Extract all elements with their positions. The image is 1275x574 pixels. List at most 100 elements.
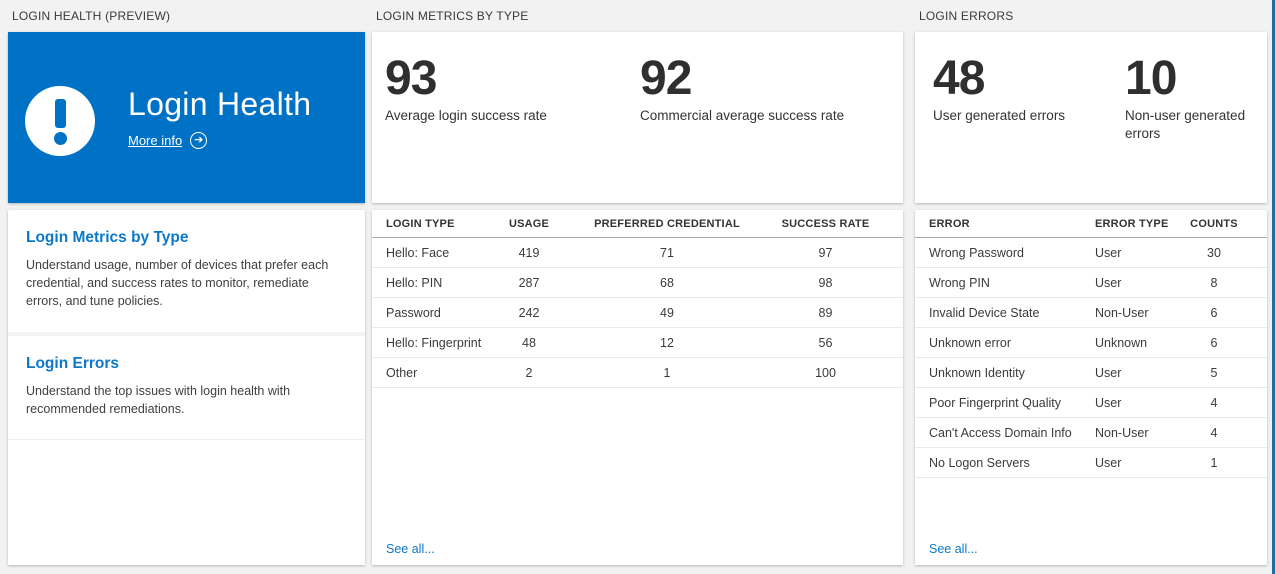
cell-success-rate: 56 — [818, 335, 833, 350]
see-all-link-metrics[interactable]: See all... — [386, 542, 435, 556]
stat-label: Commercial average success rate — [640, 108, 845, 123]
cell-login-type: Hello: Fingerprint — [386, 335, 482, 350]
cell-error: Wrong PIN — [929, 275, 990, 290]
cell-preferred-credential: 71 — [660, 245, 674, 260]
cell-counts: 5 — [1210, 365, 1218, 380]
cell-counts: 6 — [1210, 305, 1218, 320]
cell-usage: 287 — [518, 275, 540, 290]
panel-header-login-metrics: LOGIN METRICS BY TYPE — [376, 9, 529, 23]
nav-item-description: Understand the top issues with login hea… — [26, 384, 291, 416]
cell-success-rate: 98 — [818, 275, 833, 290]
hero-title: Login Health — [128, 86, 312, 122]
stat-value: 48 — [933, 52, 985, 105]
table-row: Password 242 49 89 — [372, 298, 903, 328]
stat-label: Average login success rate — [385, 108, 547, 123]
nav-item-title[interactable]: Login Metrics by Type — [26, 229, 189, 246]
table-row: Unknown Identity User 5 — [915, 358, 1267, 388]
cell-counts: 6 — [1210, 335, 1218, 350]
table-row: Hello: Fingerprint 48 12 56 — [372, 328, 903, 358]
cell-usage: 419 — [518, 245, 540, 260]
stat-value: 10 — [1125, 52, 1177, 105]
window-edge-stripe — [1272, 0, 1275, 574]
cell-login-type: Hello: PIN — [386, 275, 443, 290]
see-all-link-errors[interactable]: See all... — [929, 542, 978, 556]
cell-success-rate: 97 — [818, 245, 833, 260]
cell-error: Unknown error — [929, 335, 1011, 350]
exclamation-dot — [53, 132, 67, 145]
cell-error: Can't Access Domain Info — [929, 425, 1072, 440]
table-row: Hello: PIN 287 68 98 — [372, 268, 903, 298]
cell-success-rate: 100 — [815, 365, 836, 380]
login-errors-table-tile: ERROR ERROR TYPE COUNTS Wrong Password U… — [915, 210, 1267, 565]
panel-header-login-errors: LOGIN ERRORS — [919, 9, 1014, 23]
table-row: Wrong PIN User 8 — [915, 268, 1267, 298]
stat-non-user-generated-errors: 10 Non-user generated errors — [1125, 52, 1247, 142]
stat-value: 92 — [640, 52, 692, 105]
cell-counts: 1 — [1210, 455, 1218, 470]
column-header-error-type: ERROR TYPE — [1095, 217, 1169, 230]
cell-counts: 4 — [1210, 395, 1218, 410]
nav-item-title[interactable]: Login Errors — [26, 355, 120, 372]
cell-error-type: Non-User — [1095, 425, 1149, 440]
more-info-link[interactable]: More info — [128, 133, 183, 148]
arrow-right-circle-icon[interactable]: ➔ — [190, 132, 208, 149]
cell-usage: 48 — [522, 335, 536, 350]
cell-error: Invalid Device State — [929, 305, 1040, 320]
nav-item-login-errors[interactable]: Login Errors Understand the top issues w… — [8, 336, 365, 440]
cell-error: Wrong Password — [929, 245, 1024, 260]
stat-label: User generated errors — [933, 108, 1066, 123]
login-health-hero-tile[interactable]: Login Health More info ➔ — [8, 32, 365, 203]
cell-error-type: User — [1095, 245, 1122, 260]
stat-commercial-success-rate: 92 Commercial average success rate — [640, 52, 845, 125]
cell-counts: 8 — [1210, 275, 1218, 290]
table-row: Unknown error Unknown 6 — [915, 328, 1267, 358]
stat-user-generated-errors: 48 User generated errors — [933, 52, 1103, 125]
cell-error-type: User — [1095, 275, 1122, 290]
hero-body: Login Health More info ➔ — [128, 85, 311, 149]
column-header-counts: COUNTS — [1190, 217, 1238, 230]
stat-label: Non-user generated errors — [1125, 108, 1246, 141]
table-row: Poor Fingerprint Quality User 4 — [915, 388, 1267, 418]
column-header-preferred-credential: PREFERRED CREDENTIAL — [594, 217, 740, 230]
table-header-row: LOGIN TYPE USAGE PREFERRED CREDENTIAL SU… — [372, 210, 903, 238]
cell-login-type: Hello: Face — [386, 245, 450, 260]
table-row: Hello: Face 419 71 97 — [372, 238, 903, 268]
table-row: Other 2 1 100 — [372, 358, 903, 388]
cell-counts: 30 — [1207, 245, 1221, 260]
cell-counts: 4 — [1210, 425, 1218, 440]
cell-preferred-credential: 68 — [660, 275, 674, 290]
login-errors-table: ERROR ERROR TYPE COUNTS Wrong Password U… — [915, 210, 1267, 478]
cell-success-rate: 89 — [818, 305, 833, 320]
login-metrics-table: LOGIN TYPE USAGE PREFERRED CREDENTIAL SU… — [372, 210, 903, 388]
table-row: Can't Access Domain Info Non-User 4 — [915, 418, 1267, 448]
cell-login-type: Other — [386, 365, 418, 380]
alert-exclamation-icon — [25, 86, 95, 156]
stat-value: 93 — [385, 52, 437, 105]
cell-preferred-credential: 1 — [663, 365, 671, 380]
cell-error-type: Non-User — [1095, 305, 1149, 320]
cell-error: Unknown Identity — [929, 365, 1025, 380]
column-header-login-type: LOGIN TYPE — [386, 217, 455, 230]
panel-header-login-health: LOGIN HEALTH (PREVIEW) — [12, 9, 171, 23]
column-header-usage: USAGE — [508, 217, 550, 230]
column-header-success-rate: SUCCESS RATE — [781, 217, 870, 230]
login-errors-summary-tile: 48 User generated errors 10 Non-user gen… — [915, 32, 1267, 203]
cell-preferred-credential: 12 — [660, 335, 674, 350]
table-header-row: ERROR ERROR TYPE COUNTS — [915, 210, 1267, 238]
cell-usage: 2 — [525, 365, 533, 380]
cell-error: No Logon Servers — [929, 455, 1030, 470]
cell-preferred-credential: 49 — [660, 305, 674, 320]
cell-error-type: User — [1095, 455, 1122, 470]
table-row: No Logon Servers User 1 — [915, 448, 1267, 478]
exclamation-bar — [54, 99, 66, 128]
cell-error-type: User — [1095, 365, 1122, 380]
cell-usage: 242 — [518, 305, 540, 320]
nav-item-login-metrics-by-type[interactable]: Login Metrics by Type Understand usage, … — [8, 210, 365, 336]
table-row: Wrong Password User 30 — [915, 238, 1267, 268]
cell-error: Poor Fingerprint Quality — [929, 395, 1062, 410]
cell-login-type: Password — [386, 305, 441, 320]
column-header-error: ERROR — [929, 217, 970, 230]
nav-item-description: Understand usage, number of devices that… — [26, 258, 329, 308]
login-metrics-summary-tile: 93 Average login success rate 92 Commerc… — [372, 32, 903, 203]
stat-average-success-rate: 93 Average login success rate — [385, 52, 547, 125]
